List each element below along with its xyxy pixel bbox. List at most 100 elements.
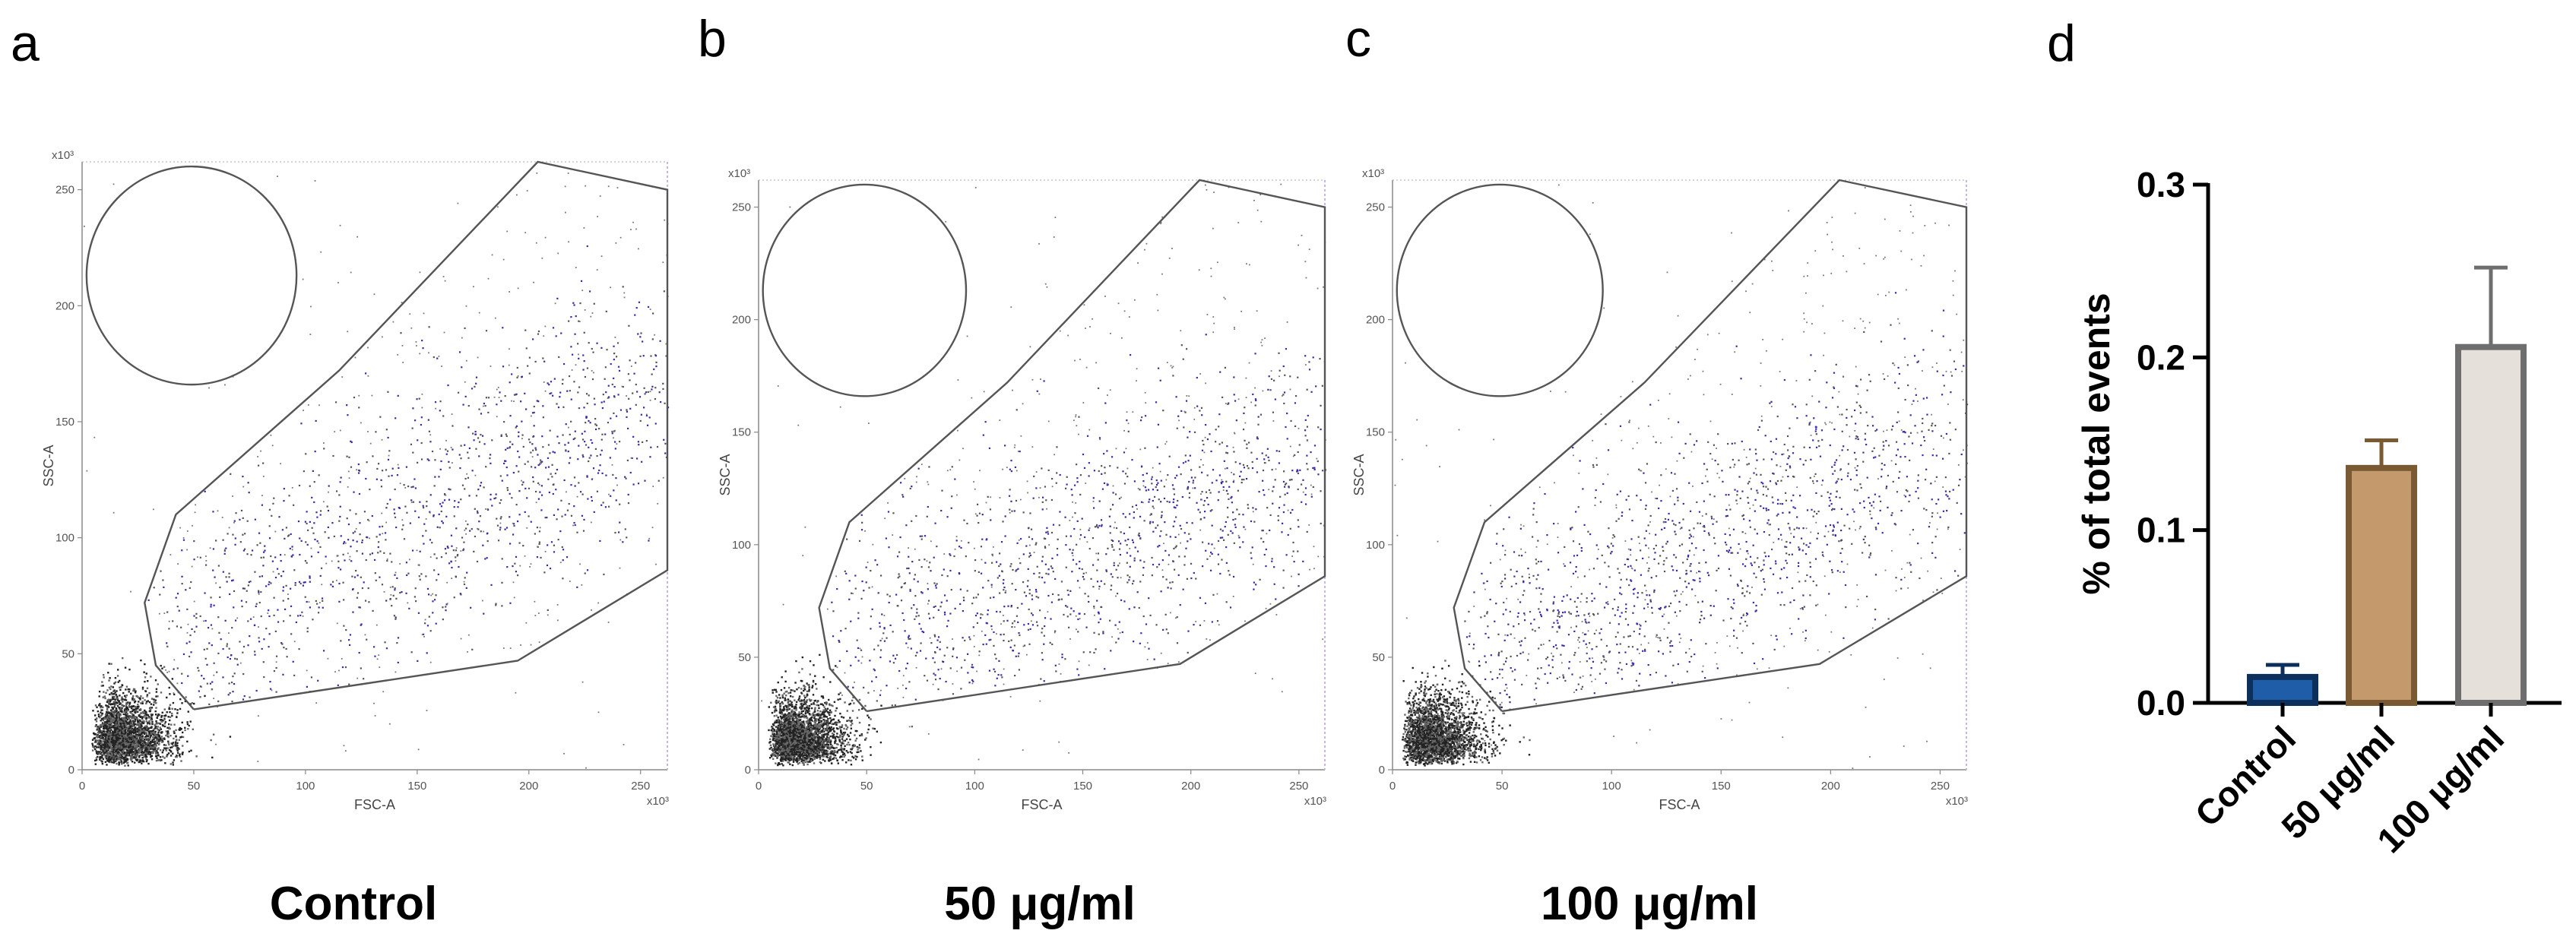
event-point	[178, 609, 180, 612]
event-point	[135, 749, 137, 752]
event-point	[627, 373, 629, 375]
event-point	[386, 559, 388, 560]
event-point	[151, 698, 154, 700]
event-point	[179, 707, 182, 710]
event-point	[629, 379, 631, 381]
event-point	[156, 723, 158, 725]
event-point	[331, 585, 334, 587]
event-point	[318, 404, 320, 407]
event-point	[122, 724, 124, 726]
event-point	[203, 678, 205, 680]
event-point	[419, 501, 421, 503]
event-point	[397, 637, 400, 639]
event-point	[837, 743, 839, 745]
event-point	[800, 679, 803, 682]
event-point	[122, 717, 124, 720]
event-point	[612, 473, 614, 476]
event-point	[364, 634, 366, 636]
event-point	[174, 708, 176, 710]
event-point	[117, 740, 119, 743]
event-point	[505, 433, 507, 435]
event-point	[98, 725, 100, 728]
event-point	[570, 420, 572, 422]
event-point	[130, 759, 132, 761]
event-point	[838, 756, 841, 758]
event-point	[107, 758, 109, 761]
event-point	[151, 730, 154, 733]
event-point	[141, 717, 144, 720]
event-point	[439, 400, 442, 403]
event-point	[486, 532, 489, 534]
event-point	[129, 755, 132, 758]
event-point	[518, 490, 521, 492]
event-point	[587, 498, 589, 500]
event-point	[638, 444, 640, 446]
event-point	[547, 382, 549, 384]
event-point	[110, 712, 113, 714]
event-point	[145, 752, 147, 755]
event-point	[260, 450, 261, 452]
event-point	[604, 433, 607, 435]
event-point	[277, 621, 280, 623]
event-point	[138, 720, 141, 722]
event-point	[374, 572, 376, 574]
event-point	[409, 313, 411, 315]
event-point	[467, 524, 469, 526]
event-point	[663, 290, 665, 293]
event-point	[474, 508, 476, 510]
event-point	[401, 344, 404, 347]
event-point	[132, 708, 135, 710]
event-point	[165, 747, 167, 749]
event-point	[617, 365, 620, 368]
event-point	[105, 750, 108, 752]
event-point	[635, 307, 638, 309]
event-point	[109, 729, 111, 733]
event-point	[512, 581, 515, 584]
event-point	[560, 499, 562, 502]
event-point	[122, 751, 125, 753]
event-point	[375, 431, 377, 433]
event-point	[394, 571, 397, 574]
event-point	[147, 722, 149, 724]
event-point	[268, 581, 271, 584]
event-point	[774, 735, 777, 737]
event-point	[497, 540, 500, 542]
event-point	[518, 435, 520, 438]
event-point	[410, 499, 413, 502]
event-point	[654, 397, 657, 400]
event-point	[102, 674, 105, 676]
event-point	[119, 733, 121, 736]
event-point	[119, 703, 121, 706]
event-point	[147, 737, 150, 740]
event-point	[101, 718, 104, 720]
event-point	[138, 722, 141, 725]
event-point	[502, 258, 505, 261]
event-point	[622, 286, 624, 288]
event-point	[144, 726, 146, 729]
event-point	[410, 443, 413, 445]
event-point	[482, 544, 484, 546]
event-point	[594, 418, 597, 420]
event-point	[126, 723, 128, 725]
event-point	[160, 732, 163, 734]
event-point	[455, 549, 458, 552]
event-point	[106, 752, 108, 755]
event-point	[814, 720, 816, 722]
event-point	[112, 759, 115, 761]
event-point	[462, 549, 464, 552]
event-point	[829, 741, 831, 744]
event-point	[128, 706, 131, 708]
event-point	[564, 514, 566, 516]
event-point	[560, 332, 562, 334]
event-point	[574, 524, 576, 527]
event-point	[654, 355, 657, 357]
event-point	[116, 702, 119, 704]
event-point	[106, 731, 109, 733]
event-point	[513, 524, 515, 527]
event-point	[271, 560, 274, 562]
event-point	[181, 583, 183, 585]
event-point	[389, 586, 391, 588]
event-point	[114, 727, 116, 729]
event-point	[486, 508, 489, 511]
event-point	[457, 506, 459, 508]
